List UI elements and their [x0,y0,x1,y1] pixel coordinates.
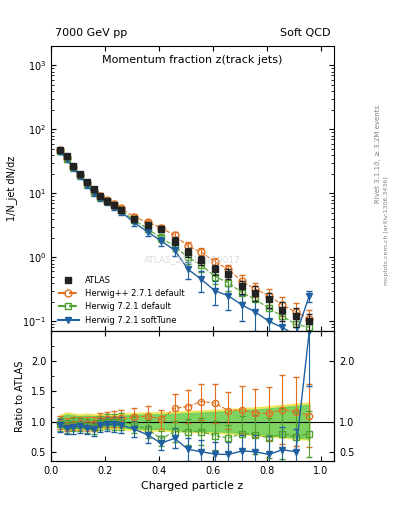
X-axis label: Charged particle z: Charged particle z [141,481,244,491]
Text: ATLAS_2011_I919017: ATLAS_2011_I919017 [144,255,241,264]
Text: Rivet 3.1.10, ≥ 3.2M events: Rivet 3.1.10, ≥ 3.2M events [375,104,381,203]
Text: Momentum fraction z(track jets): Momentum fraction z(track jets) [103,55,283,65]
Y-axis label: Ratio to ATLAS: Ratio to ATLAS [15,360,25,432]
Text: 7000 GeV pp: 7000 GeV pp [55,28,127,38]
Y-axis label: 1/N_jet dN/dz: 1/N_jet dN/dz [6,156,17,221]
Text: mcplots.cern.ch [arXiv:1306.3436]: mcplots.cern.ch [arXiv:1306.3436] [384,176,389,285]
Text: Soft QCD: Soft QCD [280,28,330,38]
Legend: ATLAS, Herwig++ 2.7.1 default, Herwig 7.2.1 default, Herwig 7.2.1 softTune: ATLAS, Herwig++ 2.7.1 default, Herwig 7.… [55,273,187,327]
